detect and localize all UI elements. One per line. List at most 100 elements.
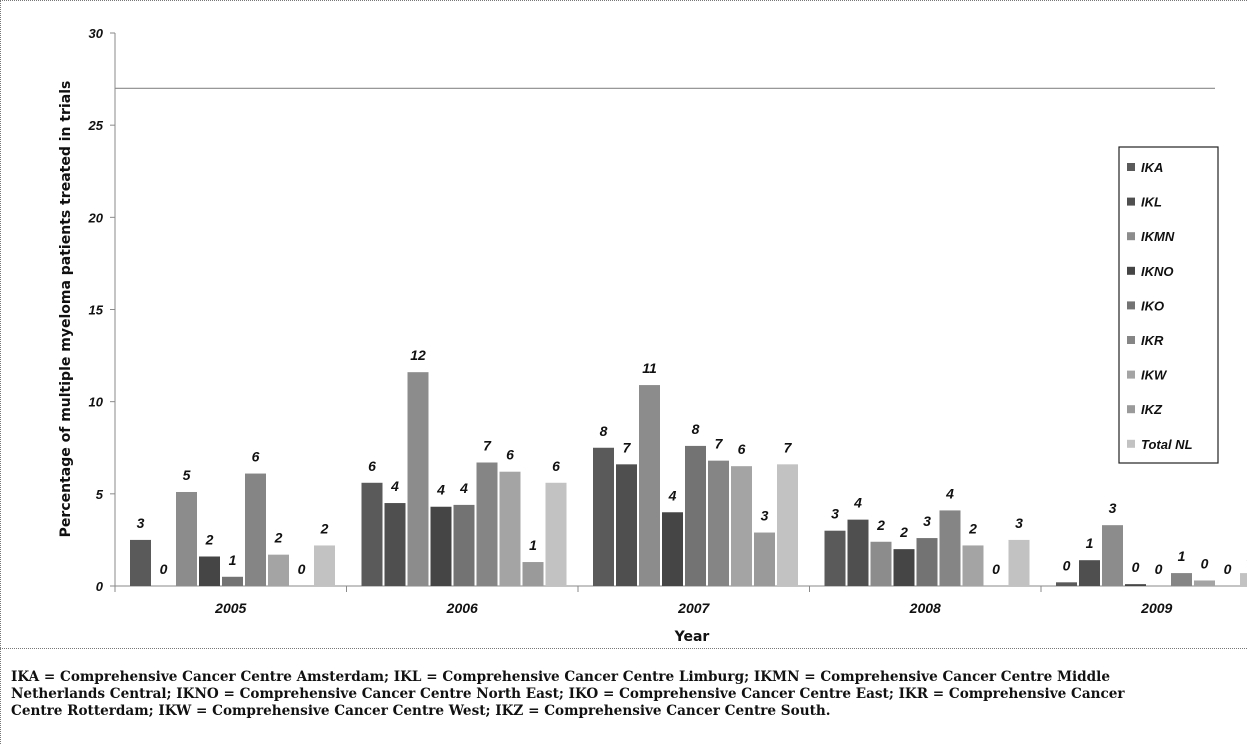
bar (1240, 573, 1247, 586)
bar (1194, 580, 1215, 586)
bar (1125, 584, 1146, 586)
data-label: 2 (274, 530, 283, 546)
bar (384, 503, 406, 586)
legend-label: IKMN (1141, 229, 1175, 244)
y-axis-title: Percentage of multiple myeloma patients … (58, 81, 74, 538)
data-label: 0 (160, 561, 168, 577)
y-tick-label: 10 (89, 395, 104, 410)
bar (708, 460, 729, 586)
data-label: 0 (1201, 555, 1209, 571)
data-label: 12 (410, 347, 426, 363)
data-label: 7 (715, 436, 724, 452)
x-tick-label: 2005 (214, 600, 246, 616)
caption-line: IKA = Comprehensive Cancer Centre Amster… (11, 669, 1110, 685)
bar (453, 504, 475, 586)
data-label: 3 (1015, 515, 1023, 531)
data-label: 6 (738, 441, 746, 457)
data-label: 0 (992, 561, 1000, 577)
figure-caption: IKA = Comprehensive Cancer Centre Amster… (0, 648, 1247, 744)
legend-label: IKO (1141, 298, 1164, 313)
data-label: 4 (459, 480, 468, 496)
legend-label: IKA (1141, 160, 1163, 175)
data-label: 1 (1086, 535, 1094, 551)
data-label: 0 (1155, 561, 1163, 577)
data-label: 7 (784, 439, 793, 455)
bar (222, 576, 243, 586)
data-label: 2 (968, 520, 977, 536)
legend-label: IKZ (1141, 402, 1163, 417)
legend-swatch (1127, 370, 1135, 379)
bar (962, 545, 984, 586)
data-label: 4 (390, 478, 399, 494)
data-label: 3 (137, 515, 145, 531)
data-label: 1 (1178, 548, 1186, 564)
legend-label: IKL (1141, 195, 1162, 210)
x-tick-label: 2006 (446, 600, 478, 616)
bar (893, 549, 915, 586)
bar (870, 541, 892, 586)
data-label: 6 (506, 447, 514, 463)
chart-panel: 0 5 10 15 20 25 30 2005 2006 2007 2008 2009 3 6 8 3 0 0 4 7… (0, 0, 1247, 648)
bar (754, 532, 775, 586)
legend-label: IKW (1141, 368, 1168, 383)
bar (1056, 582, 1077, 586)
bar (593, 447, 614, 586)
bar (916, 538, 938, 586)
data-label: 7 (623, 439, 632, 455)
legend-swatch (1127, 163, 1135, 171)
data-label: 4 (945, 485, 954, 501)
bar (130, 539, 151, 586)
data-label: 3 (923, 513, 931, 529)
x-tick-label: 2008 (909, 600, 941, 616)
bar (499, 471, 521, 586)
bar (731, 466, 752, 586)
bar (1079, 560, 1100, 586)
y-tick-label: 0 (96, 579, 104, 594)
x-tick-label: 2009 (1140, 600, 1172, 616)
bar (522, 562, 544, 586)
bar (430, 506, 452, 586)
legend-label: IKR (1141, 333, 1164, 348)
data-label: 11 (642, 360, 657, 376)
bar (777, 464, 798, 586)
bar (1008, 539, 1030, 586)
legend-swatch (1127, 232, 1135, 241)
legend-swatch (1127, 197, 1135, 206)
bar (314, 545, 335, 586)
y-tick-label: 20 (88, 210, 104, 225)
data-label: 4 (853, 495, 862, 511)
bar (847, 519, 869, 586)
data-label: 4 (436, 482, 445, 498)
data-label: 1 (229, 552, 237, 568)
data-label: 3 (831, 506, 839, 522)
y-tick-label: 5 (96, 487, 104, 502)
caption-line: Netherlands Central; IKNO = Comprehensiv… (11, 686, 1125, 702)
bar (616, 464, 637, 586)
data-label: 3 (761, 508, 769, 524)
y-tick-label: 25 (88, 118, 104, 133)
x-tick-label: 2007 (677, 600, 710, 616)
data-label: 4 (668, 487, 677, 503)
bar (662, 512, 683, 586)
data-label: 2 (876, 517, 885, 533)
data-label: 0 (1132, 559, 1140, 575)
data-label: 6 (252, 449, 260, 465)
data-label: 2 (320, 520, 329, 536)
x-axis-title: Year (674, 629, 710, 645)
data-label: 0 (1224, 561, 1232, 577)
legend-label: Total NL (1141, 437, 1193, 452)
legend-swatch (1127, 266, 1135, 275)
bar (361, 482, 383, 586)
data-label: 5 (183, 467, 191, 483)
bar (476, 462, 498, 586)
data-label: 6 (552, 458, 560, 474)
caption-line: Centre Rotterdam; IKW = Comprehensive Ca… (11, 703, 831, 719)
bar (176, 491, 197, 586)
bar (268, 554, 289, 586)
bar (939, 510, 961, 586)
data-label: 6 (368, 458, 376, 474)
bar (685, 445, 706, 586)
data-label: 7 (483, 437, 492, 453)
y-tick-label: 30 (89, 26, 104, 41)
bar (639, 385, 660, 586)
